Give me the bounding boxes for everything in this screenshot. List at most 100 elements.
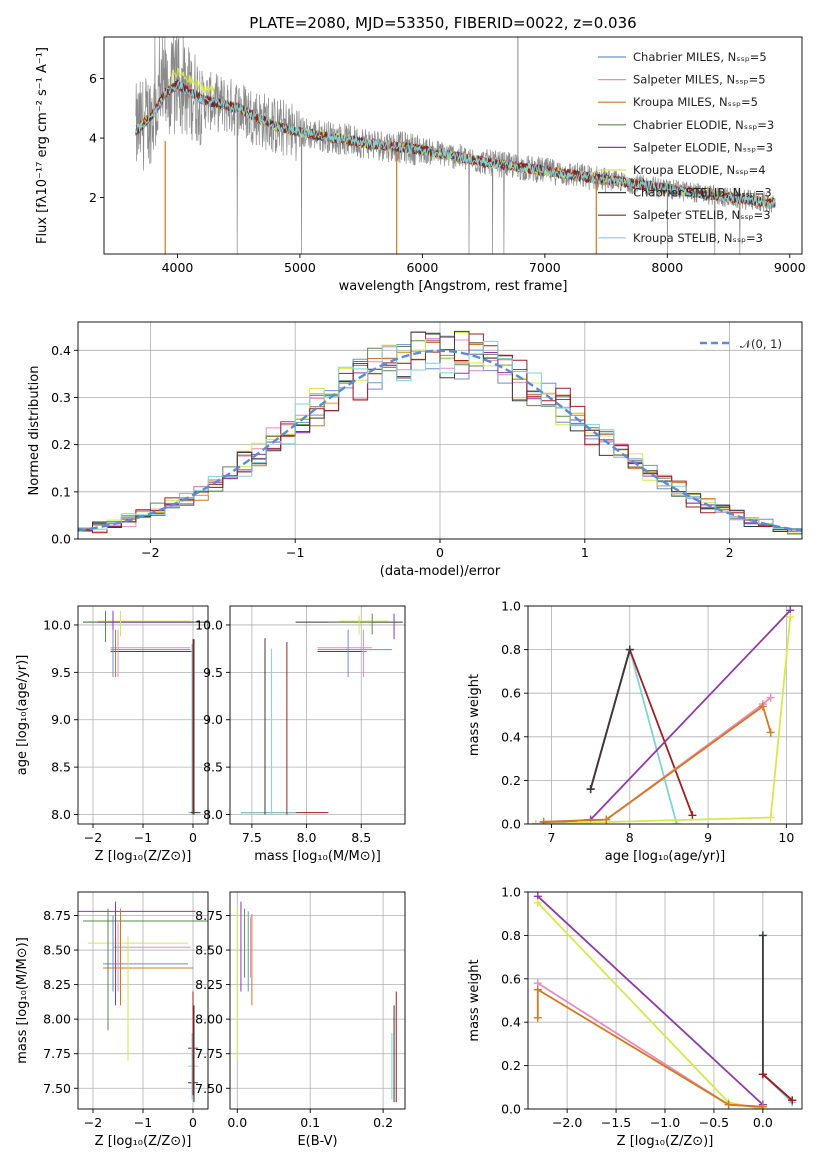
y-axis-label: mass [log₁₀(M/M⊙)] <box>15 937 30 1064</box>
series-line <box>536 988 763 1108</box>
x-tick-label: 2 <box>726 545 734 560</box>
y-tick-label: 8.25 <box>195 977 223 992</box>
data-point-marker <box>766 813 775 822</box>
y-tick-label: 9.0 <box>203 712 223 727</box>
x-axis-label: mass [log₁₀(M/M⊙)] <box>254 849 381 864</box>
y-tick-label: 0.8 <box>501 928 521 943</box>
data-point-marker <box>625 645 634 654</box>
y-tick-label: 0.1 <box>51 484 71 499</box>
legend-entry: Chabrier MILES, Nₛₛₚ=5 <box>633 50 767 64</box>
y-tick-label: 9.5 <box>203 665 223 680</box>
x-axis-label: Z [log₁₀(Z/Z⊙)] <box>95 1134 192 1149</box>
data-point-marker <box>602 815 611 824</box>
x-tick-label: 0 <box>189 1115 197 1130</box>
x-tick-label: −1 <box>286 545 304 560</box>
x-tick-label: −1.5 <box>601 1115 631 1130</box>
y-tick-label: 4 <box>89 131 97 146</box>
y-tick-label: 6 <box>89 71 97 86</box>
legend-entry: Salpeter MILES, Nₛₛₚ=5 <box>633 73 766 87</box>
x-axis-label: E(B-V) <box>297 1134 337 1149</box>
normal-reference-curve <box>78 349 802 532</box>
x-tick-label: −1 <box>134 830 152 845</box>
data-point-marker <box>533 1013 542 1022</box>
x-axis-label: age [log₁₀(age/yr)] <box>605 849 726 864</box>
series-line <box>535 616 792 824</box>
series-line <box>543 696 772 823</box>
model-spectrum-line <box>135 80 776 209</box>
y-tick-label: 0.4 <box>501 729 521 744</box>
y-tick-label: 8.0 <box>203 807 223 822</box>
panel-0-plot-area <box>135 37 776 254</box>
y-tick-label: 0.8 <box>501 642 521 657</box>
panel-1-frame <box>77 321 803 540</box>
y-tick-label: 2 <box>89 190 97 205</box>
panel-3-frame <box>229 605 406 825</box>
series-line <box>535 609 791 824</box>
y-tick-label: 8.75 <box>43 908 71 923</box>
data-point-marker <box>672 820 681 824</box>
y-tick-label: 9.0 <box>51 712 71 727</box>
series-line <box>762 935 793 1101</box>
y-tick-label: 7.75 <box>195 1046 223 1061</box>
y-tick-label: 0.0 <box>501 817 521 832</box>
x-axis-label: wavelength [Angstrom, rest frame] <box>339 279 568 294</box>
y-tick-label: 0.4 <box>501 1015 521 1030</box>
x-tick-label: 0.0 <box>227 1115 247 1130</box>
histogram-step-line <box>78 340 802 530</box>
panel-1-plot-area <box>78 330 802 535</box>
y-axis-label: mass weight <box>467 674 482 756</box>
series-line <box>762 1073 793 1101</box>
data-point-marker <box>758 931 767 940</box>
x-tick-label: 4000 <box>162 260 194 275</box>
model-spectrum-line <box>135 79 776 208</box>
data-point-marker <box>788 1096 797 1105</box>
y-tick-label: 8.25 <box>43 977 71 992</box>
y-tick-label: 8.0 <box>51 807 71 822</box>
x-tick-label: 7.5 <box>242 830 262 845</box>
panel-7-frame <box>527 891 803 1110</box>
panel-2-plot-area <box>83 610 208 815</box>
chart-title: PLATE=2080, MJD=53350, FIBERID=0022, z=0… <box>249 14 636 32</box>
legend-entry: Salpeter ELODIE, Nₛₛₚ=3 <box>633 140 773 154</box>
x-tick-label: 8000 <box>651 260 683 275</box>
data-point-marker <box>724 1100 733 1109</box>
panel-5-frame <box>77 891 209 1110</box>
x-tick-label: 8.0 <box>297 830 317 845</box>
x-tick-label: 9000 <box>774 260 806 275</box>
y-tick-label: 8.5 <box>51 760 71 775</box>
data-point-marker <box>766 693 775 702</box>
x-tick-label: 9 <box>704 830 712 845</box>
x-tick-label: 0.1 <box>300 1115 320 1130</box>
y-tick-label: 0.2 <box>51 437 71 452</box>
y-tick-label: 1.0 <box>501 885 521 900</box>
data-point-marker <box>688 811 697 820</box>
x-tick-label: 1 <box>581 545 589 560</box>
y-tick-label: 8.5 <box>203 760 223 775</box>
y-tick-label: 0.4 <box>51 343 71 358</box>
series-line <box>537 902 764 1109</box>
panel-6-frame <box>229 891 406 1110</box>
legend-entry: Chabrier ELODIE, Nₛₛₚ=3 <box>633 118 774 132</box>
x-tick-label: −0.5 <box>699 1115 729 1130</box>
x-tick-label: 0.0 <box>753 1115 773 1130</box>
series-line <box>537 895 764 1106</box>
panel-0-frame <box>103 36 803 255</box>
legend-entry: Salpeter STELIB, Nₛₛₚ=3 <box>633 208 771 222</box>
data-point-marker <box>533 898 542 907</box>
x-tick-label: 7000 <box>529 260 561 275</box>
y-tick-label: 8.00 <box>43 1012 71 1027</box>
y-tick-label: 1.0 <box>501 599 521 614</box>
x-tick-label: 0.2 <box>373 1115 393 1130</box>
x-tick-label: −2 <box>84 830 102 845</box>
series-line <box>589 649 631 790</box>
data-point-marker <box>531 820 540 824</box>
x-tick-label: 8.5 <box>351 830 371 845</box>
panel-4-frame <box>527 605 803 825</box>
x-tick-label: 7 <box>548 830 556 845</box>
y-tick-label: 10.0 <box>43 617 71 632</box>
y-tick-label: 0.3 <box>51 390 71 405</box>
y-tick-label: 7.50 <box>195 1081 223 1096</box>
data-point-marker <box>786 612 795 621</box>
legend-entry: Chabrier STELIB, Nₛₛₚ=3 <box>633 186 772 200</box>
